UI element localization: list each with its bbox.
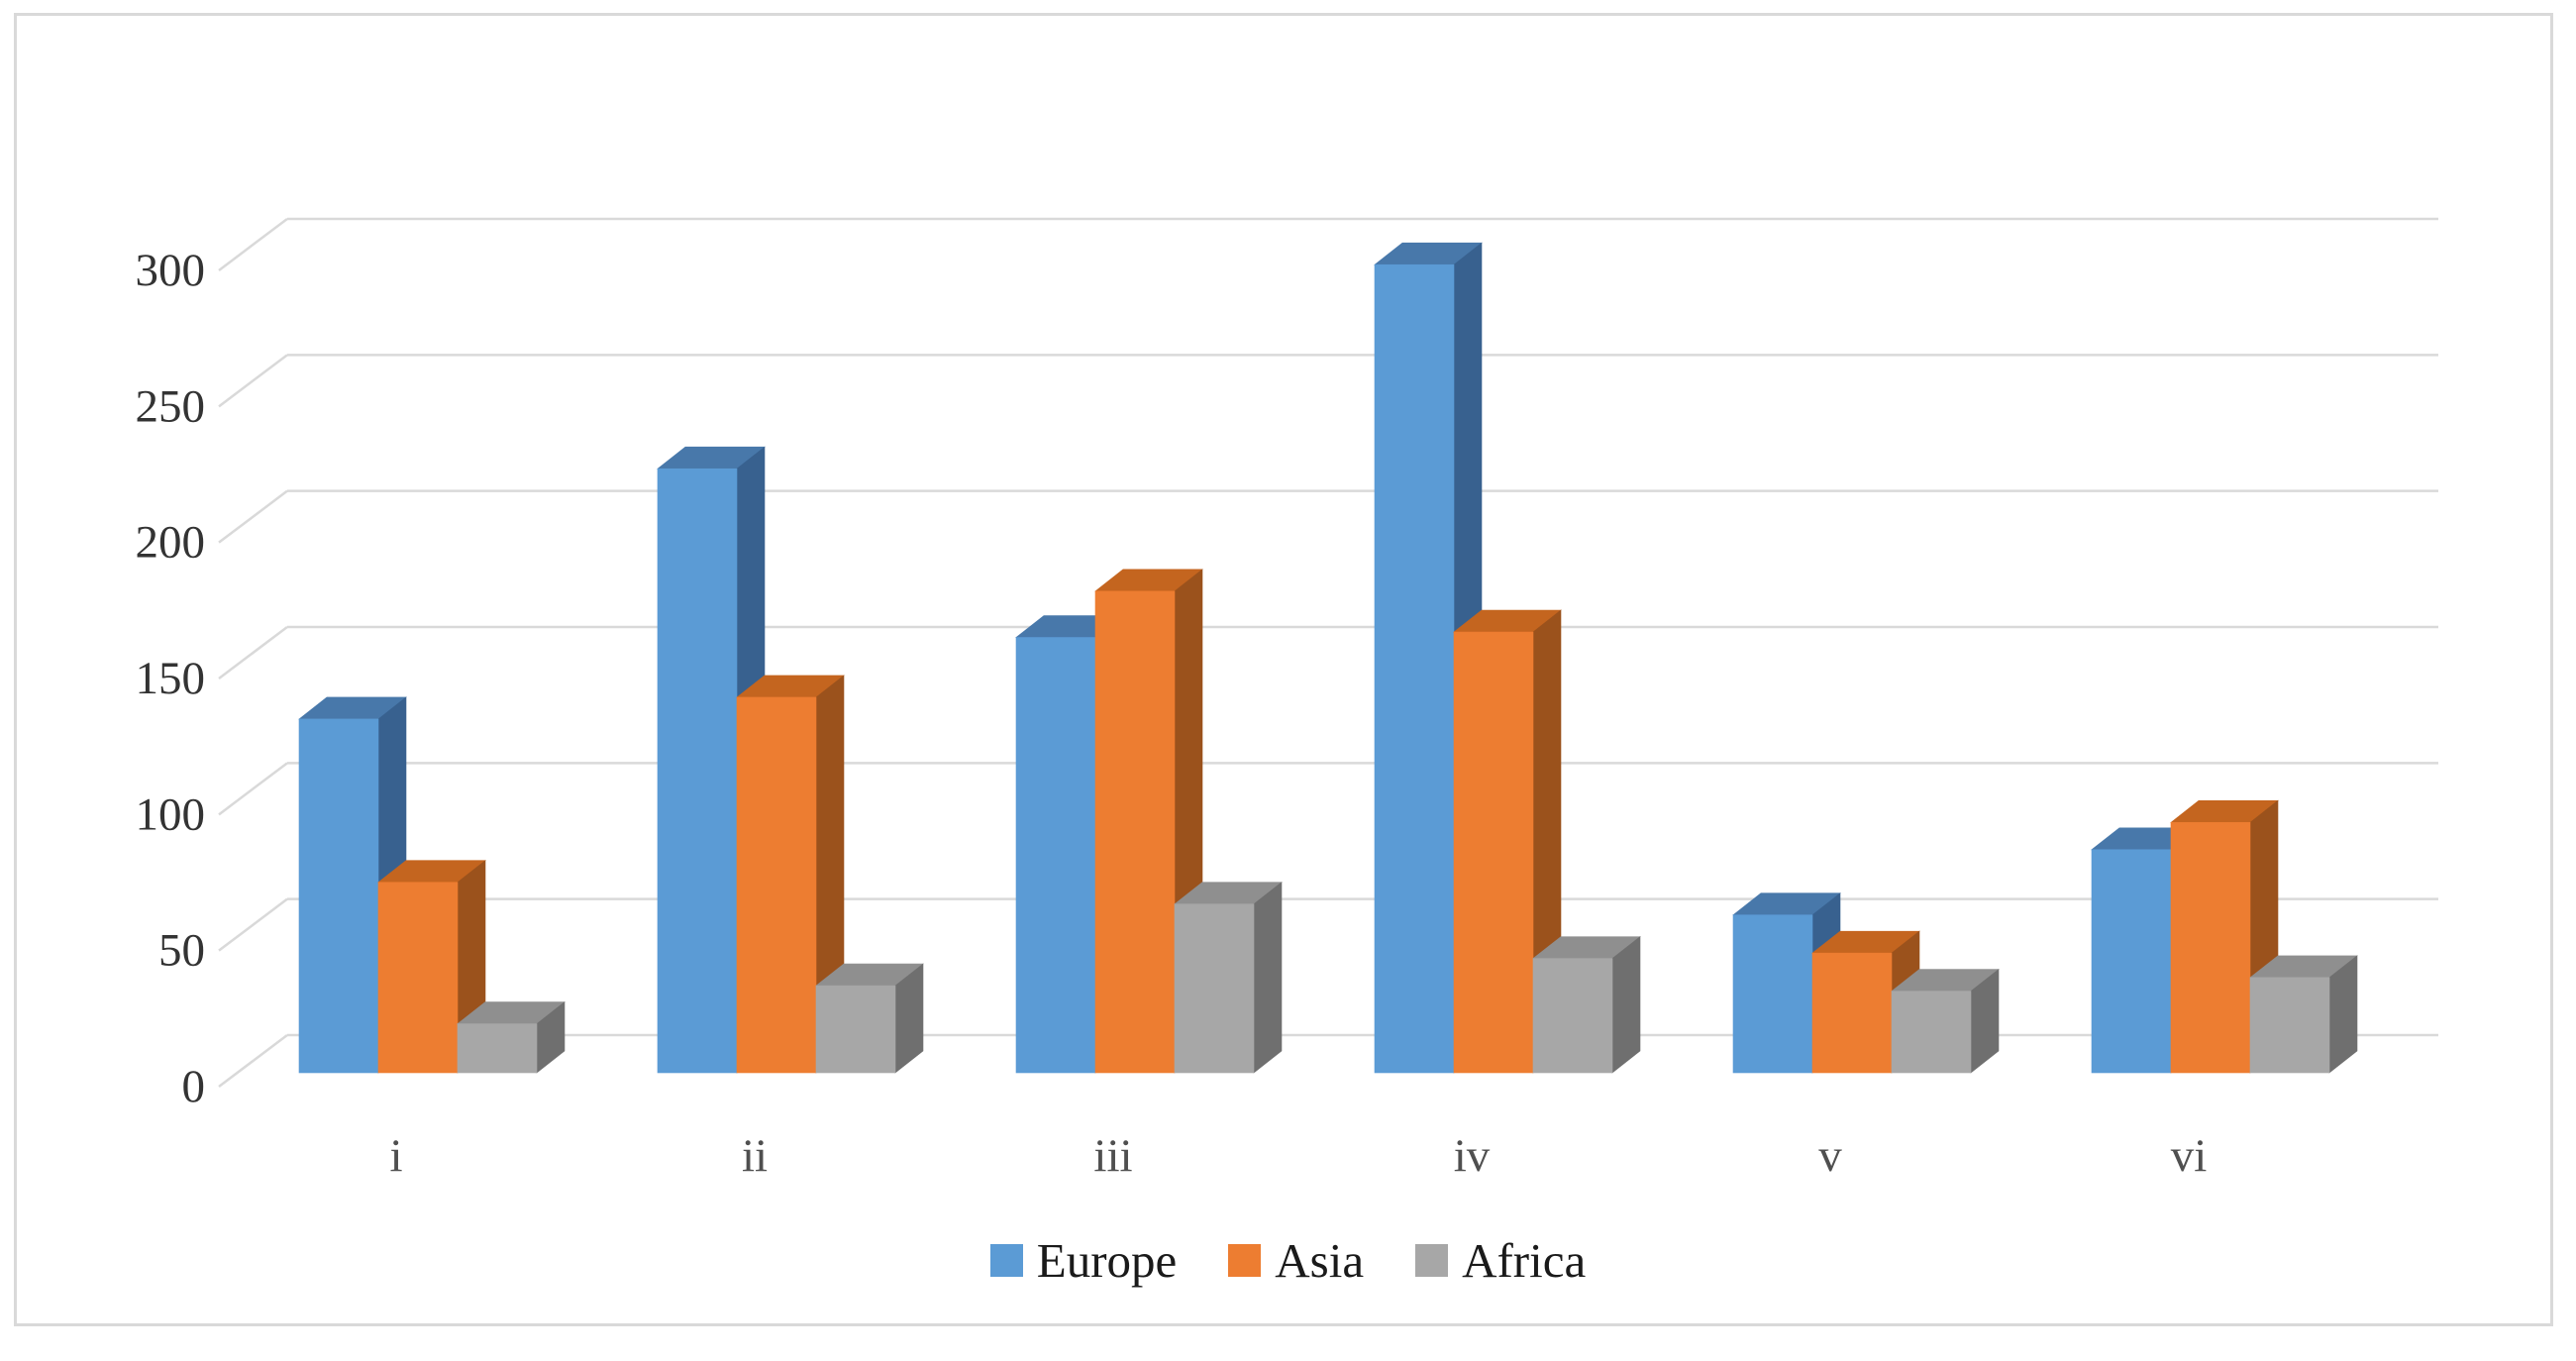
bar-asia-vi bbox=[2170, 799, 2279, 1074]
bar-cluster-ii bbox=[657, 446, 924, 1074]
x-category-label-iv: iv bbox=[1454, 1130, 1491, 1182]
bars-group bbox=[298, 242, 2358, 1074]
bar-cluster-iii bbox=[1015, 569, 1283, 1074]
bar-side-face bbox=[1611, 936, 1641, 1074]
x-category-label-ii: ii bbox=[742, 1130, 768, 1182]
x-category-label-i: i bbox=[389, 1130, 402, 1182]
bar-front-face bbox=[1374, 263, 1455, 1074]
legend-item-europe: Europe bbox=[989, 1232, 1178, 1289]
gridline-leader-200 bbox=[218, 489, 288, 544]
bar-front-face bbox=[1732, 914, 1813, 1074]
x-category-label-vi: vi bbox=[2171, 1130, 2208, 1182]
x-category-label-v: v bbox=[1818, 1130, 1842, 1182]
x-category-label-iii: iii bbox=[1093, 1130, 1132, 1182]
bar-front-face bbox=[736, 696, 817, 1074]
bar-cluster-iv bbox=[1374, 242, 1641, 1074]
legend-label-europe: Europe bbox=[1036, 1233, 1178, 1288]
legend-label-asia: Asia bbox=[1275, 1233, 1365, 1288]
bar-front-face bbox=[2091, 849, 2172, 1074]
bar-front-face bbox=[657, 468, 738, 1074]
bar-front-face bbox=[2170, 822, 2251, 1074]
bar-front-face bbox=[1891, 991, 1972, 1074]
bar-africa-iv bbox=[1532, 936, 1641, 1074]
gridline-leader-250 bbox=[218, 354, 288, 408]
bar-front-face bbox=[2249, 977, 2330, 1074]
y-tick-label-300: 300 bbox=[136, 245, 206, 296]
x-axis-category-labels: i ii iii iv v vi bbox=[389, 1130, 2207, 1182]
bar-front-face bbox=[457, 1023, 538, 1074]
legend-item-asia: Asia bbox=[1228, 1232, 1364, 1289]
gridline-leader-300 bbox=[218, 217, 288, 271]
legend-label-africa: Africa bbox=[1462, 1233, 1587, 1288]
bar-cluster-i bbox=[298, 696, 566, 1074]
legend-item-africa: Africa bbox=[1415, 1232, 1586, 1289]
bar-cluster-v bbox=[1732, 892, 2000, 1074]
bar-front-face bbox=[1453, 631, 1534, 1074]
bar-asia-ii bbox=[736, 675, 845, 1074]
legend-swatch-africa bbox=[1415, 1244, 1449, 1277]
bar-africa-vi bbox=[2249, 955, 2358, 1074]
bar-front-face bbox=[1094, 590, 1176, 1074]
bar-front-face bbox=[1174, 903, 1255, 1074]
bar-front-face bbox=[1532, 958, 1613, 1074]
chart-figure-border bbox=[14, 13, 2553, 1326]
y-tick-label-0: 0 bbox=[182, 1061, 206, 1112]
gridlines-group bbox=[218, 217, 2438, 1088]
y-axis-tick-labels: 0 50 100 150 200 250 300 bbox=[136, 245, 206, 1112]
bar-africa-v bbox=[1891, 968, 2000, 1074]
legend-swatch-europe bbox=[989, 1244, 1023, 1277]
chart-legend: Europe Asia Africa bbox=[0, 1232, 2576, 1289]
y-tick-label-250: 250 bbox=[136, 380, 206, 432]
y-tick-label-50: 50 bbox=[158, 925, 205, 977]
bar-asia-v bbox=[1811, 930, 1920, 1074]
y-tick-label-150: 150 bbox=[136, 653, 206, 704]
gridline-leader-50 bbox=[218, 897, 288, 952]
bar-side-face bbox=[1253, 882, 1283, 1074]
gridline-leader-150 bbox=[218, 625, 288, 680]
bar-africa-ii bbox=[815, 963, 924, 1074]
y-tick-label-200: 200 bbox=[136, 517, 206, 569]
legend-swatch-asia bbox=[1228, 1244, 1262, 1277]
bar-front-face bbox=[815, 985, 896, 1074]
gridline-leader-0 bbox=[218, 1034, 288, 1088]
bar-front-face bbox=[1811, 952, 1893, 1074]
bar-cluster-vi bbox=[2091, 799, 2358, 1074]
y-tick-label-100: 100 bbox=[136, 788, 206, 840]
bar-front-face bbox=[377, 882, 459, 1074]
bar-front-face bbox=[1015, 637, 1096, 1074]
bar-europe-i bbox=[298, 696, 407, 1074]
gridline-leader-100 bbox=[218, 762, 288, 816]
bar-africa-iii bbox=[1174, 882, 1283, 1074]
bar-africa-i bbox=[457, 1000, 566, 1074]
bar-front-face bbox=[298, 718, 379, 1074]
